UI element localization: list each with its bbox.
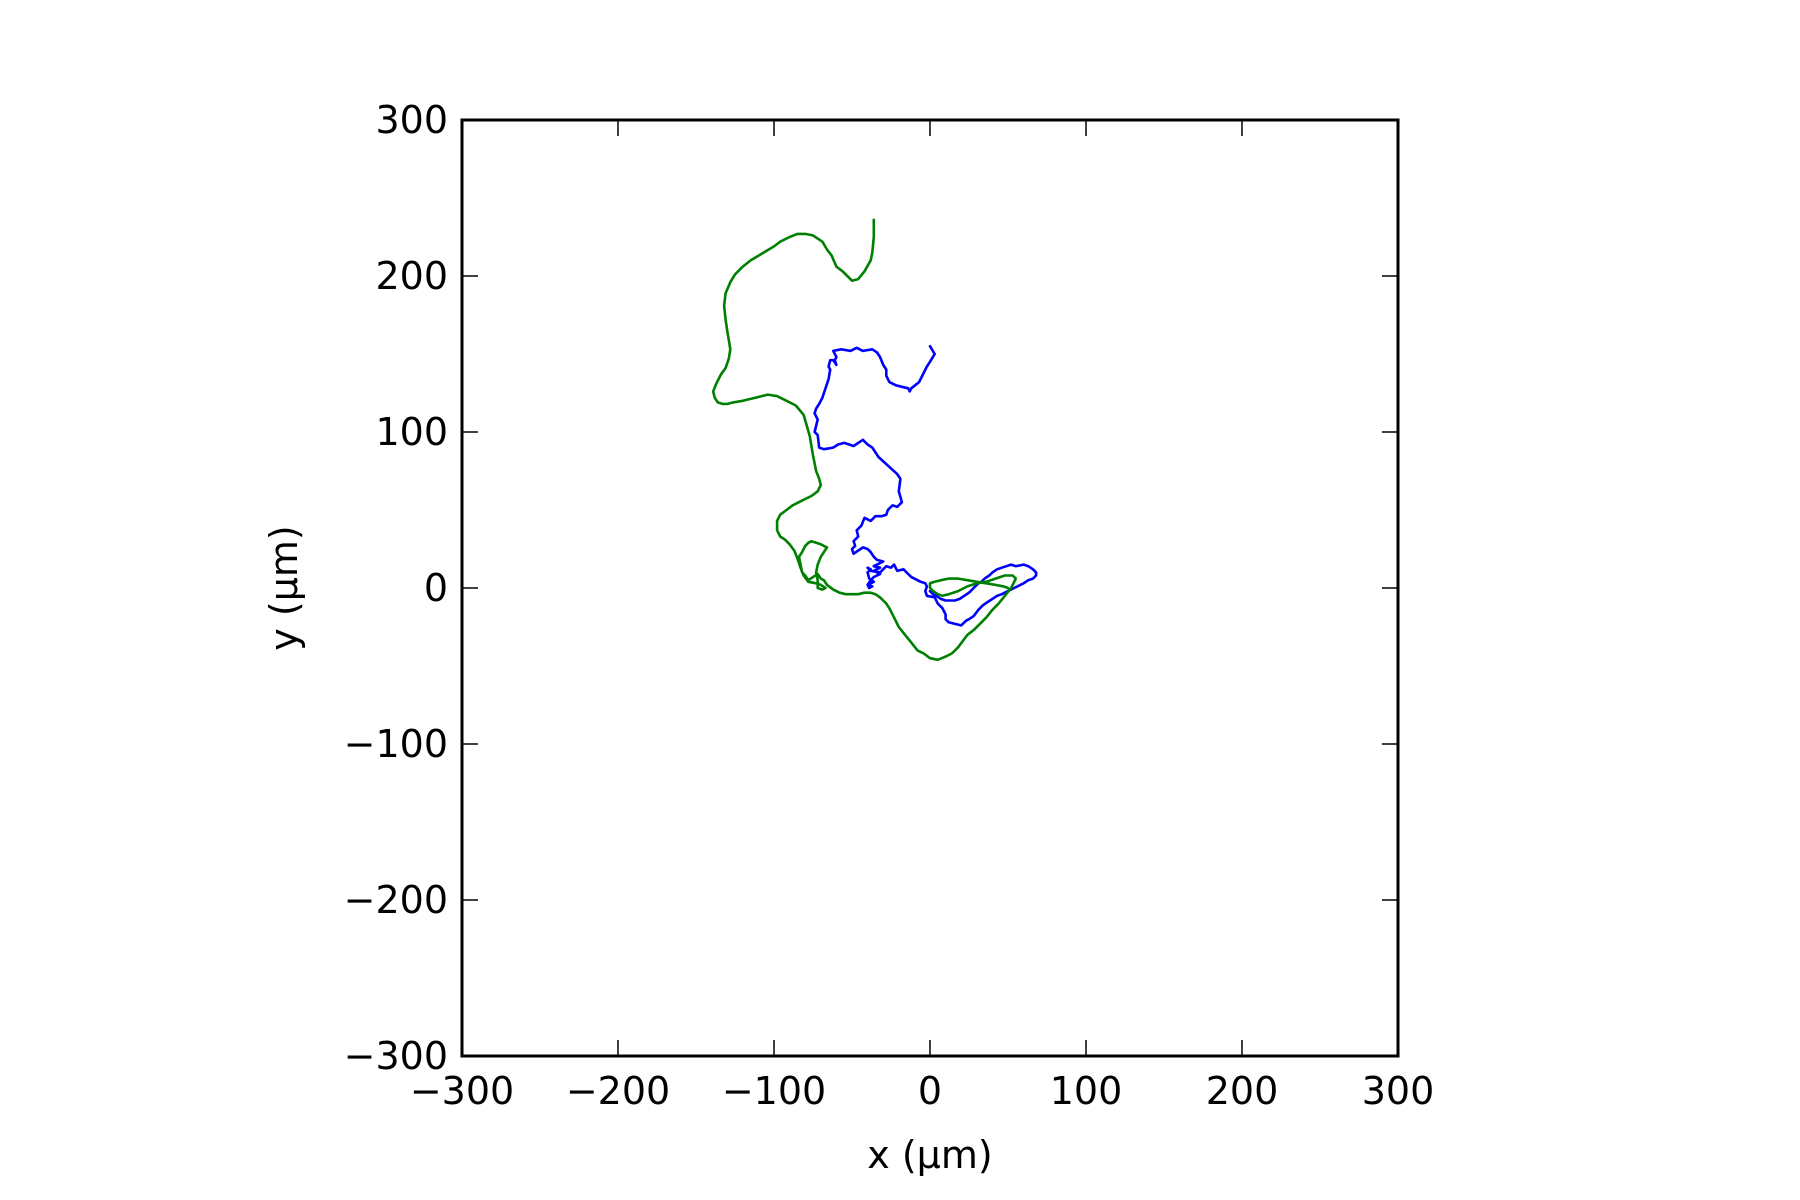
y-tick-label: 200 [375, 254, 448, 298]
plot-frame [460, 118, 1400, 1058]
y-axis-label: y (µm) [262, 525, 306, 650]
x-tick-label: 300 [1362, 1069, 1435, 1113]
trajectory-line-1 [813, 344, 1038, 627]
x-tick-label: −200 [566, 1069, 670, 1113]
tick-labels: −300 −200 −100 0 100 200 300 −300 −200 −100 0 100 20… [344, 98, 1435, 1113]
x-tick-label: 100 [1050, 1069, 1123, 1113]
y-tick-label: −300 [344, 1034, 448, 1078]
y-tick-label: 100 [375, 410, 448, 454]
y-tick-label: −100 [344, 722, 448, 766]
x-tick-label: 0 [918, 1069, 942, 1113]
x-tick-label: −100 [722, 1069, 826, 1113]
y-tick-label: 0 [424, 566, 448, 610]
plot-lines [711, 218, 1038, 662]
y-tick-label: 300 [375, 98, 448, 142]
trajectory-line-2 [711, 218, 1018, 662]
x-tick-label: 200 [1206, 1069, 1279, 1113]
x-tick-label: −300 [410, 1069, 514, 1113]
y-tick-label: −200 [344, 878, 448, 922]
x-axis-label: x (µm) [867, 1133, 992, 1177]
